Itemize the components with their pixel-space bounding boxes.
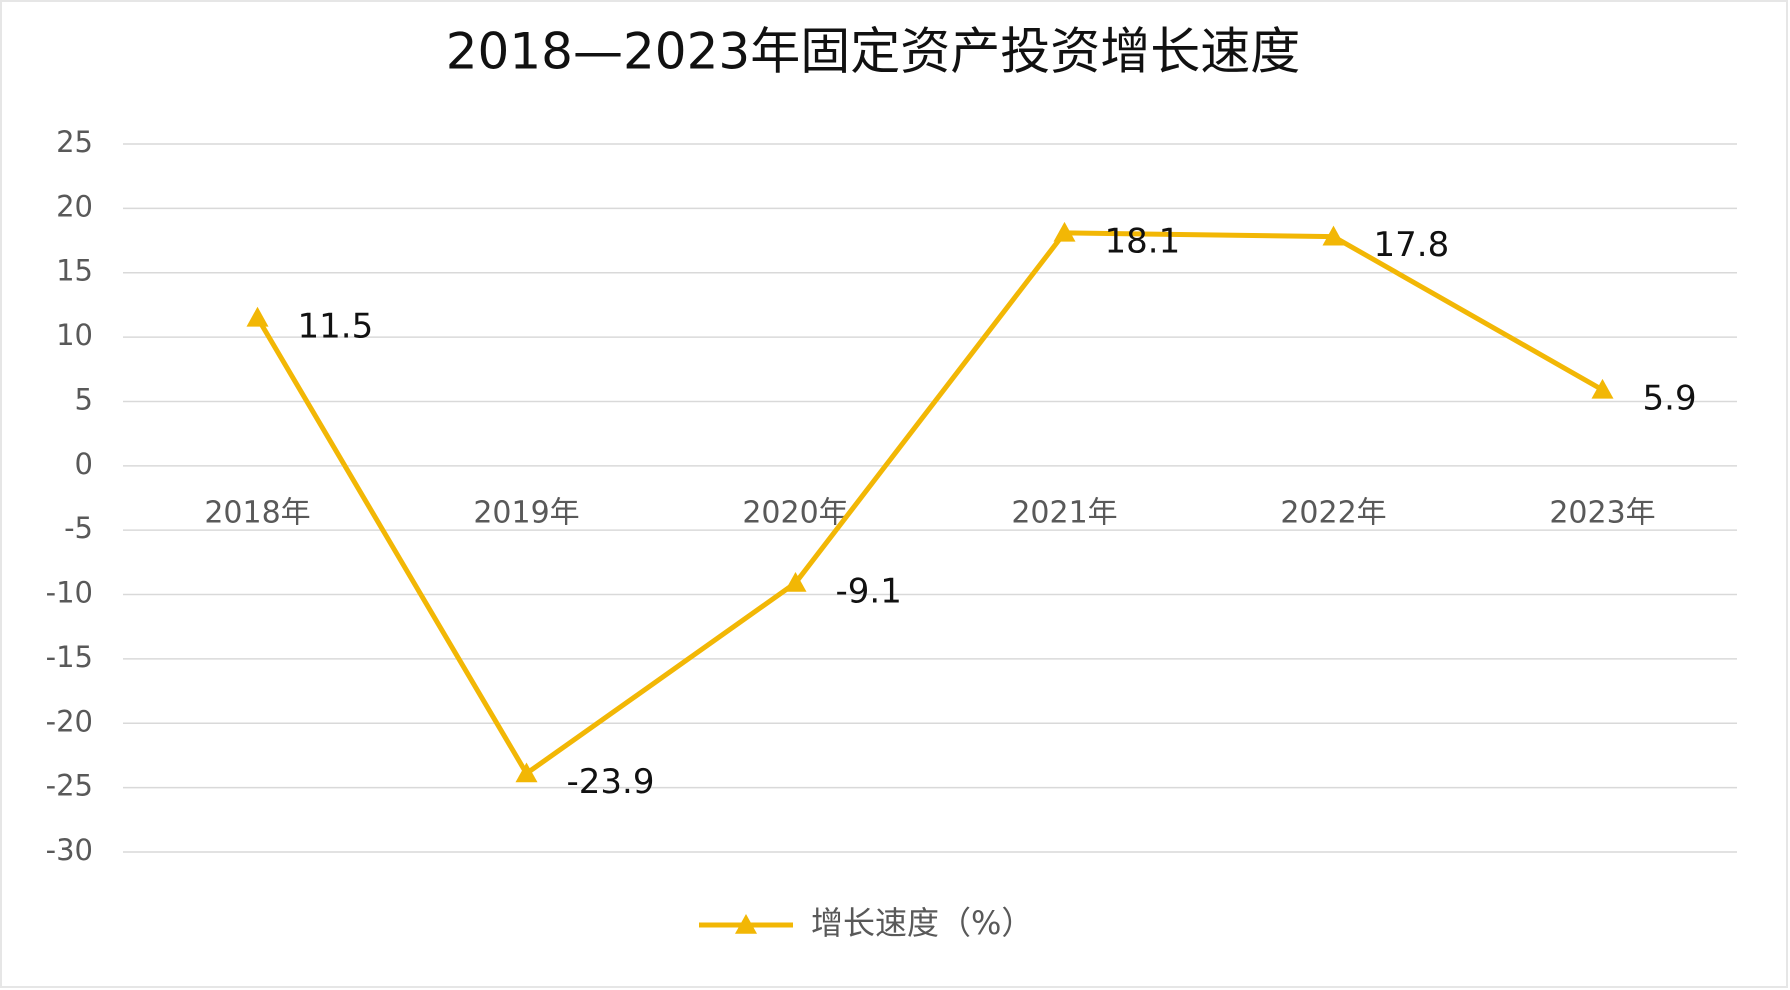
y-tick-label: -25 <box>46 769 93 803</box>
y-tick-label: 0 <box>75 447 93 481</box>
data-label: 11.5 <box>298 306 374 346</box>
y-tick-label: -15 <box>46 640 93 674</box>
y-tick-label: 15 <box>56 254 93 288</box>
y-tick-label: -20 <box>46 704 93 738</box>
x-tick-label: 2019年 <box>473 495 579 530</box>
y-tick-label: 25 <box>56 125 93 159</box>
data-label: 5.9 <box>1643 378 1697 418</box>
x-tick-label: 2022年 <box>1280 495 1386 530</box>
data-label: -23.9 <box>567 762 655 802</box>
data-marker <box>1053 221 1076 242</box>
y-tick-label: 5 <box>75 382 93 416</box>
x-tick-label: 2023年 <box>1549 495 1655 530</box>
data-marker <box>515 762 538 783</box>
legend-marker <box>735 914 757 934</box>
data-label: -9.1 <box>836 571 902 611</box>
data-line <box>255 230 1604 776</box>
y-tick-label: 20 <box>56 189 93 223</box>
data-label: 17.8 <box>1374 225 1450 265</box>
data-marker <box>784 571 807 592</box>
y-tick-label: -5 <box>64 511 93 545</box>
data-marker <box>1591 378 1614 399</box>
x-tick-label: 2020年 <box>742 495 848 530</box>
chart-title: 2018—2023年固定资产投资增长速度 <box>446 23 1301 81</box>
data-marker <box>246 306 269 327</box>
data-marker <box>1322 225 1345 246</box>
x-tick-label: 2021年 <box>1011 495 1117 530</box>
x-tick-label: 2018年 <box>204 495 310 530</box>
y-tick-label: -10 <box>46 576 93 610</box>
legend-label: 增长速度（%） <box>811 904 1033 942</box>
data-label: 18.1 <box>1105 221 1181 261</box>
y-tick-label: 10 <box>56 318 93 352</box>
y-tick-label: -30 <box>46 833 93 867</box>
